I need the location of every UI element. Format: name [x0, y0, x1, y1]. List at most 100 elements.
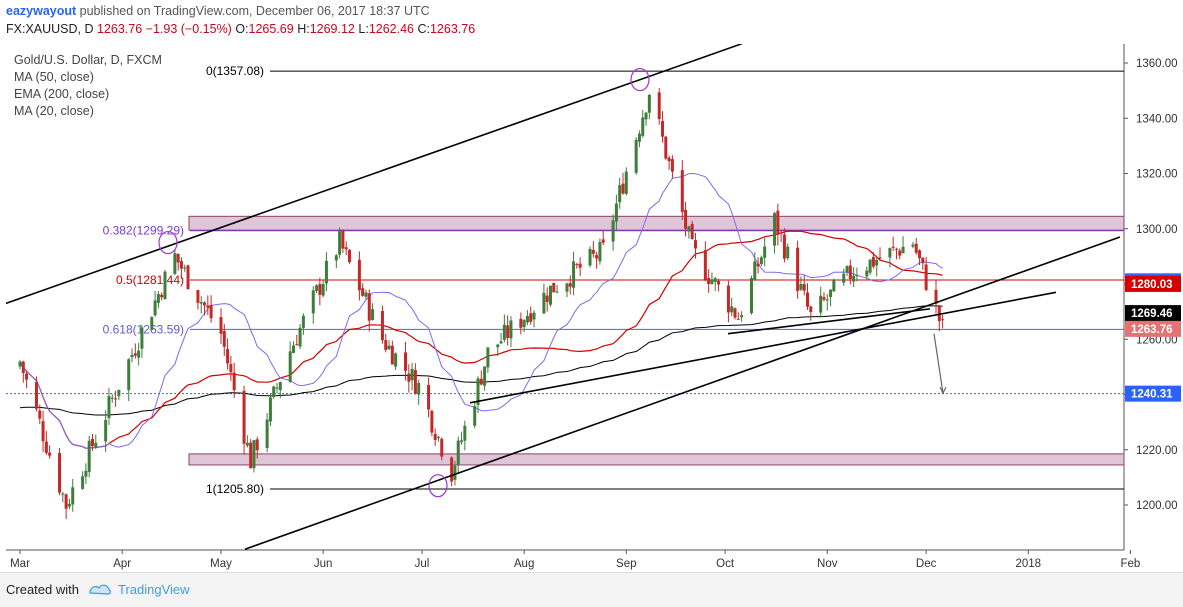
candle-body	[173, 253, 177, 274]
legend-ma50[interactable]: MA (50, close)	[14, 70, 94, 84]
symbol-label: FX:XAUUSD, D	[6, 22, 94, 36]
candle-body	[64, 494, 68, 509]
x-tick-label: Dec	[916, 558, 937, 570]
candle-body	[288, 351, 292, 382]
candle-body	[338, 231, 342, 255]
author-link[interactable]: eazywayout	[6, 4, 77, 18]
candle-body	[44, 441, 48, 453]
ma50-line	[19, 230, 943, 449]
candle-body	[265, 419, 269, 448]
candle-body	[278, 382, 282, 391]
candle-body	[806, 292, 810, 307]
last-price: 1263.76	[97, 22, 143, 36]
footer: Created with TradingView	[0, 572, 1183, 607]
pivot-highlight-circle	[158, 230, 178, 255]
candle-body	[568, 283, 572, 287]
candle-body	[707, 277, 711, 284]
price-chart[interactable]: 1200.001220.001240.001260.001280.001300.…	[0, 44, 1183, 572]
x-tick-label: Aug	[514, 558, 534, 570]
supply-demand-zone	[188, 453, 1125, 466]
tradingview-brand-link[interactable]: TradingView	[118, 582, 190, 597]
candle-body	[87, 440, 91, 472]
candle-body	[542, 292, 546, 314]
x-tick-label: Apr	[113, 558, 131, 570]
candle-body	[572, 261, 576, 288]
x-tick-label: Sep	[616, 558, 636, 570]
candle-body	[855, 275, 859, 277]
candle-body	[888, 248, 892, 258]
candle-body	[84, 470, 88, 477]
price-tag-label: 1280.03	[1131, 279, 1173, 291]
candle-body	[460, 440, 464, 442]
candle-body	[268, 397, 272, 422]
candle-body	[680, 170, 684, 212]
candle-body	[601, 239, 605, 243]
candle-body	[799, 284, 803, 290]
candle-body	[25, 373, 29, 380]
price-change: −1.93 (−0.15%)	[145, 22, 232, 36]
candle-body	[595, 255, 599, 259]
candle-body	[914, 243, 918, 253]
candle-body	[740, 315, 744, 318]
candle-body	[222, 331, 226, 347]
candle-body	[417, 382, 421, 395]
candle-body	[311, 290, 315, 314]
candle-body	[845, 266, 849, 273]
price-tag-label: 1240.31	[1131, 389, 1173, 401]
candle-body	[255, 439, 259, 451]
candle-body	[463, 425, 467, 441]
candle-body	[390, 345, 394, 365]
candle-body	[875, 260, 879, 266]
candle-body	[94, 442, 98, 448]
candle-body	[427, 384, 431, 410]
candle-body	[759, 257, 763, 265]
candle-body	[453, 465, 457, 480]
candle-body	[782, 234, 786, 259]
candle-body	[450, 457, 454, 482]
y-tick-label: 1260.00	[1136, 334, 1178, 346]
candle-body	[717, 280, 721, 285]
candle-body	[107, 396, 111, 418]
high-value: 1269.12	[309, 22, 355, 36]
projection-arrow-head	[939, 386, 947, 395]
candle-body	[361, 288, 365, 296]
candle-body	[433, 433, 437, 441]
candle-body	[710, 279, 714, 284]
fib-level-label: 1(1205.80)	[206, 482, 264, 496]
candle-body	[140, 327, 144, 349]
candle-body	[598, 242, 602, 262]
candle-body	[641, 117, 645, 136]
candle-body	[483, 366, 487, 386]
candle-body	[736, 318, 740, 320]
legend-ma20[interactable]: MA (20, close)	[14, 104, 94, 118]
candle-body	[38, 410, 42, 419]
candle-body	[763, 246, 767, 258]
candle-body	[58, 453, 62, 493]
candle-body	[130, 354, 134, 358]
legend-ema200[interactable]: EMA (200, close)	[14, 87, 110, 101]
fib-level-label: 0(1357.08)	[206, 64, 264, 78]
candle-body	[81, 476, 85, 489]
candle-body	[127, 359, 131, 391]
candle-body	[519, 318, 523, 328]
candle-body	[809, 306, 813, 313]
close-value: 1263.76	[429, 22, 476, 36]
supply-demand-zone	[188, 215, 1125, 231]
candle-body	[786, 246, 790, 259]
candle-body	[275, 387, 279, 389]
x-tick-label: Jun	[314, 558, 333, 570]
candle-body	[825, 299, 829, 301]
candle-body	[545, 295, 549, 302]
candle-body	[176, 253, 180, 263]
candle-body	[509, 320, 513, 339]
candle-body	[209, 305, 213, 319]
projection-arrow-line	[933, 333, 944, 394]
candle-body	[440, 438, 444, 457]
candle-body	[150, 317, 154, 330]
high-label: H:	[297, 22, 310, 36]
candle-body	[499, 341, 503, 344]
candle-body	[848, 265, 852, 280]
candle-body	[404, 352, 408, 371]
candle-body	[18, 361, 22, 367]
price-tag-label: 1269.46	[1131, 308, 1173, 320]
